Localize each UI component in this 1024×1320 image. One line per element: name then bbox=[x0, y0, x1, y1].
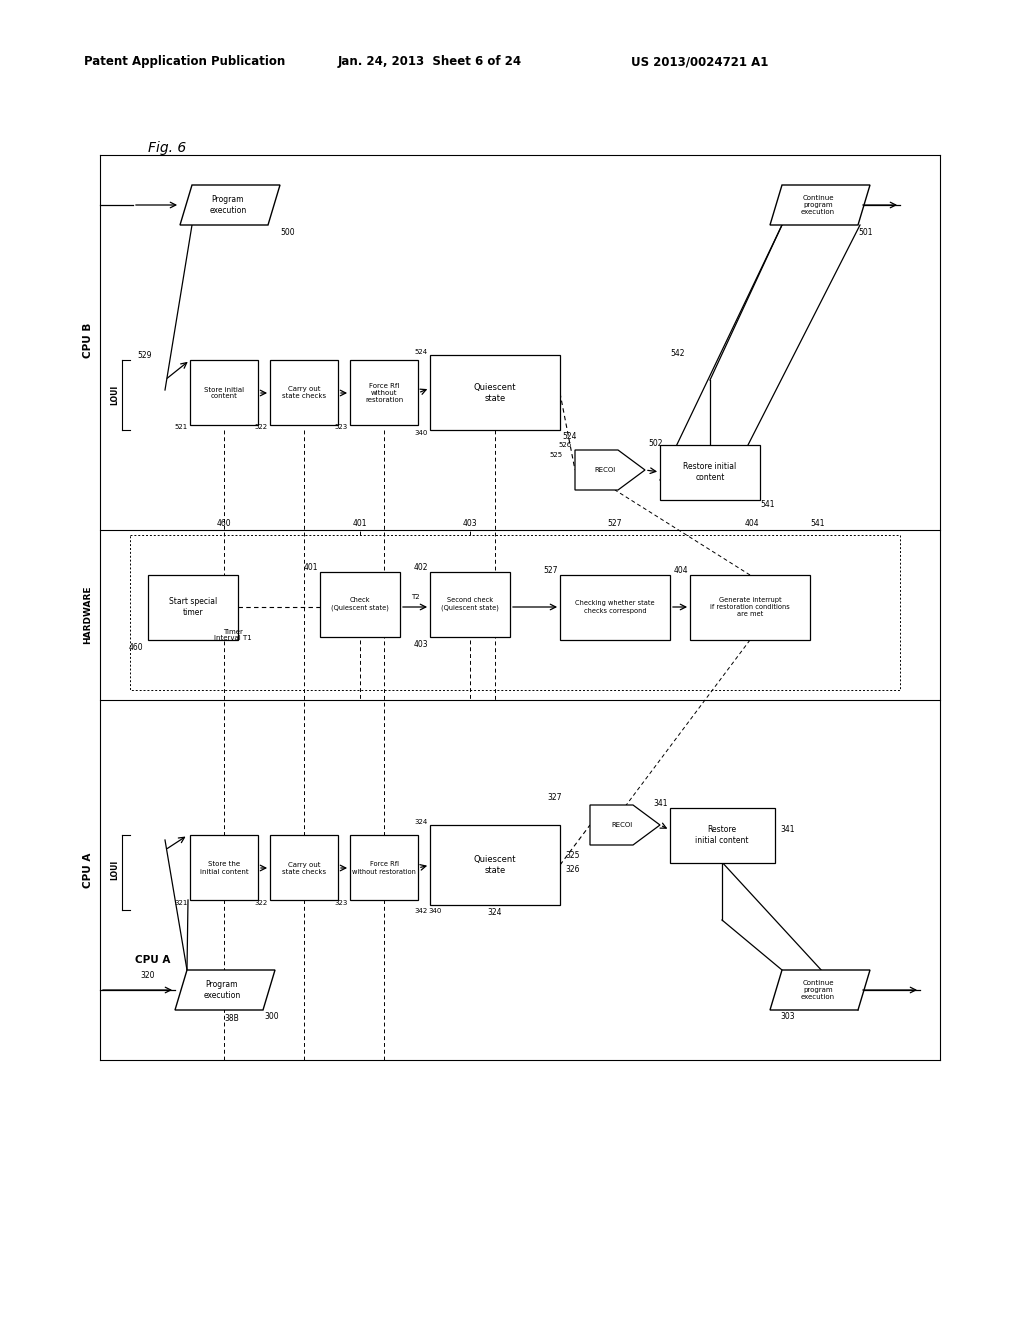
Text: 404: 404 bbox=[744, 519, 760, 528]
Bar bbox=[430, 355, 560, 430]
Text: Continue
program
execution: Continue program execution bbox=[801, 195, 835, 215]
Text: 541: 541 bbox=[810, 519, 824, 528]
Text: 341: 341 bbox=[653, 799, 668, 808]
Bar bbox=[319, 572, 400, 638]
Bar bbox=[270, 360, 338, 425]
Text: Patent Application Publication: Patent Application Publication bbox=[84, 55, 286, 69]
Text: 340: 340 bbox=[428, 908, 441, 913]
Text: Restore initial
content: Restore initial content bbox=[683, 462, 736, 482]
Text: Second check
(Quiescent state): Second check (Quiescent state) bbox=[441, 597, 499, 611]
Text: RECOI: RECOI bbox=[594, 467, 615, 473]
Text: LOUI: LOUI bbox=[111, 859, 120, 880]
Text: 527: 527 bbox=[544, 566, 558, 576]
Text: Force RfI
without restoration: Force RfI without restoration bbox=[352, 862, 416, 874]
Text: Carry out
state checks: Carry out state checks bbox=[282, 387, 326, 400]
Bar bbox=[560, 576, 670, 640]
Bar bbox=[190, 360, 258, 425]
Text: 526: 526 bbox=[559, 442, 572, 447]
Bar bbox=[350, 836, 418, 900]
Text: Program
execution: Program execution bbox=[204, 981, 241, 999]
Text: Quiescent
state: Quiescent state bbox=[474, 855, 516, 875]
Bar bbox=[148, 576, 238, 640]
Text: Carry out
state checks: Carry out state checks bbox=[282, 862, 326, 874]
Text: Restore
initial content: Restore initial content bbox=[695, 825, 749, 845]
Bar bbox=[270, 836, 338, 900]
Polygon shape bbox=[175, 970, 275, 1010]
Text: 500: 500 bbox=[280, 228, 295, 238]
Bar bbox=[430, 825, 560, 906]
Text: 324: 324 bbox=[415, 818, 428, 825]
Text: LOUI: LOUI bbox=[111, 385, 120, 405]
Text: Quiescent
state: Quiescent state bbox=[474, 383, 516, 403]
Text: Start special
timer: Start special timer bbox=[169, 597, 217, 616]
Polygon shape bbox=[575, 450, 645, 490]
Text: Timer
Interval T1: Timer Interval T1 bbox=[214, 628, 252, 642]
Text: 527: 527 bbox=[608, 519, 623, 528]
Text: 460: 460 bbox=[128, 643, 143, 652]
Bar bbox=[130, 535, 900, 690]
Text: CPU B: CPU B bbox=[83, 322, 93, 358]
Text: Program
execution: Program execution bbox=[209, 195, 247, 215]
Polygon shape bbox=[590, 805, 660, 845]
Text: 541: 541 bbox=[760, 500, 774, 510]
Bar bbox=[350, 360, 418, 425]
Text: 524: 524 bbox=[562, 432, 577, 441]
Text: 341: 341 bbox=[780, 825, 795, 834]
Bar bbox=[430, 572, 510, 638]
Text: 522: 522 bbox=[255, 424, 268, 430]
Text: 523: 523 bbox=[335, 424, 348, 430]
Text: CPU A: CPU A bbox=[135, 954, 170, 965]
Text: T2: T2 bbox=[411, 594, 419, 601]
Text: Store the
initial content: Store the initial content bbox=[200, 862, 248, 874]
Text: 322: 322 bbox=[255, 900, 268, 906]
Text: Continue
program
execution: Continue program execution bbox=[801, 979, 835, 1001]
Polygon shape bbox=[770, 970, 870, 1010]
Text: 529: 529 bbox=[137, 351, 152, 359]
Bar bbox=[670, 808, 775, 863]
Text: 401: 401 bbox=[303, 564, 318, 572]
Text: 524: 524 bbox=[415, 348, 428, 355]
Text: US 2013/0024721 A1: US 2013/0024721 A1 bbox=[632, 55, 769, 69]
Text: 38B: 38B bbox=[224, 1014, 240, 1023]
Text: 402: 402 bbox=[414, 564, 428, 572]
Text: 324: 324 bbox=[487, 908, 502, 917]
Text: Force RfI
without
restoration: Force RfI without restoration bbox=[365, 383, 403, 403]
Text: 326: 326 bbox=[565, 866, 580, 874]
Text: 323: 323 bbox=[335, 900, 348, 906]
Polygon shape bbox=[770, 185, 870, 224]
Text: Generate interrupt
if restoration conditions
are met: Generate interrupt if restoration condit… bbox=[710, 597, 790, 616]
Text: RECOI: RECOI bbox=[611, 822, 633, 828]
Text: 325: 325 bbox=[565, 850, 580, 859]
Text: 342: 342 bbox=[415, 908, 428, 913]
Text: Check
(Quiescent state): Check (Quiescent state) bbox=[331, 597, 389, 611]
Text: 327: 327 bbox=[548, 793, 562, 803]
Text: 321: 321 bbox=[175, 900, 188, 906]
Text: 460: 460 bbox=[217, 519, 231, 528]
Bar bbox=[690, 576, 810, 640]
Text: 303: 303 bbox=[780, 1012, 795, 1020]
Text: 403: 403 bbox=[414, 640, 428, 649]
Text: CPU A: CPU A bbox=[83, 853, 93, 887]
Text: HARDWARE: HARDWARE bbox=[84, 586, 92, 644]
Text: 320: 320 bbox=[140, 970, 155, 979]
Text: 340: 340 bbox=[415, 430, 428, 436]
Bar bbox=[190, 836, 258, 900]
Bar bbox=[660, 445, 760, 500]
Text: 521: 521 bbox=[175, 424, 188, 430]
Text: Store initial
content: Store initial content bbox=[204, 387, 244, 400]
Text: 501: 501 bbox=[858, 228, 872, 238]
Text: 401: 401 bbox=[352, 519, 368, 528]
Text: 403: 403 bbox=[463, 519, 477, 528]
Text: 300: 300 bbox=[264, 1012, 279, 1020]
Text: 525: 525 bbox=[550, 451, 563, 458]
Text: Fig. 6: Fig. 6 bbox=[148, 141, 186, 154]
Text: Jan. 24, 2013  Sheet 6 of 24: Jan. 24, 2013 Sheet 6 of 24 bbox=[338, 55, 522, 69]
Polygon shape bbox=[180, 185, 280, 224]
Text: 542: 542 bbox=[670, 348, 684, 358]
Text: 404: 404 bbox=[674, 566, 688, 576]
Text: Checking whether state
checks correspond: Checking whether state checks correspond bbox=[575, 601, 654, 614]
Text: 502: 502 bbox=[648, 440, 663, 447]
